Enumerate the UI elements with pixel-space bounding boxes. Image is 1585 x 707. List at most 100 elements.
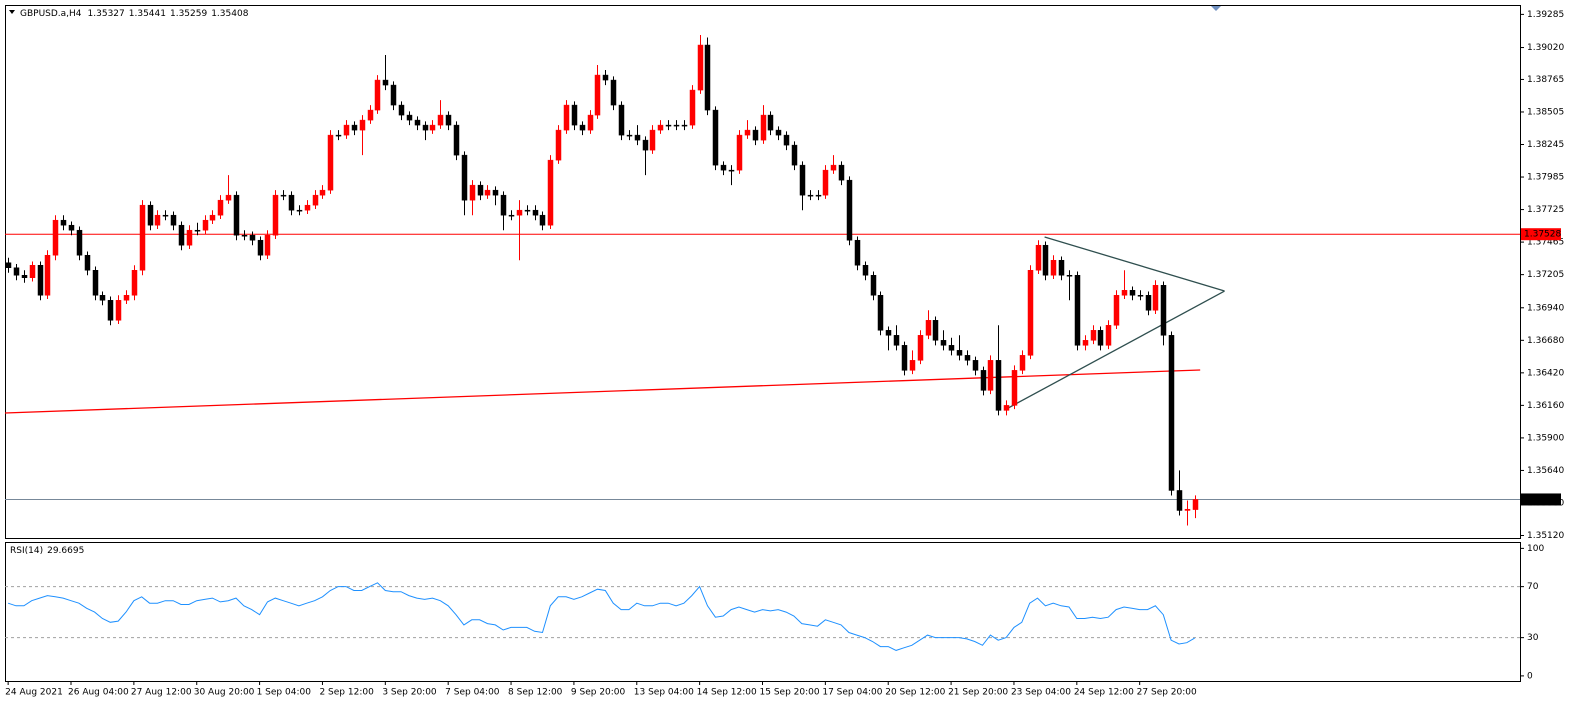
candle-body [704,44,711,111]
x-tick-label: 23 Sep 04:00 [1011,688,1071,698]
price-label-box [1521,493,1561,506]
candle-body [217,199,224,216]
candle-body [1003,405,1010,411]
candle-body [131,269,138,296]
indicator-y-tick-label: 0 [1527,671,1533,681]
x-tick-label: 21 Sep 20:00 [948,688,1008,698]
candle-body [139,204,146,271]
candle-body [901,345,908,371]
header-open: 1.35327 [88,9,125,19]
candle-body [84,254,91,271]
candle-body [838,164,845,181]
candle-body [980,370,987,391]
x-tick-label: 9 Sep 20:00 [571,688,626,698]
candle-body [830,164,837,171]
y-tick-label: 1.35900 [1527,433,1564,443]
indicator-line [7,582,1195,651]
candle-body [712,109,719,166]
candle-body [107,300,114,321]
candle-body [272,194,279,236]
header-low: 1.35259 [170,9,207,19]
candle-body [1074,275,1081,346]
candle-body [367,109,374,121]
indicator-y-tick-label: 100 [1527,544,1544,554]
candle-body [854,239,861,266]
candle-body [359,119,366,131]
candle-body [1137,295,1144,297]
header-close: 1.35408 [211,9,248,19]
candle-body [1050,259,1057,276]
price-label-box [1521,228,1561,241]
candle-body [1097,330,1104,346]
trend-line [1044,236,1225,292]
y-tick-label: 1.39020 [1527,43,1564,53]
candle-body [618,104,625,136]
candle-body [1145,295,1152,311]
candle-body [1152,285,1159,311]
indicator-y-tick-label: 30 [1527,633,1539,643]
candle-body [783,134,790,146]
y-tick-label: 1.36940 [1527,303,1564,313]
candle-body [1011,370,1018,406]
candle-body [909,360,916,371]
candle-body [1058,259,1065,276]
candle-body [37,264,44,296]
candle-body [398,104,405,116]
candle-body [422,124,429,131]
candle-body [547,159,554,226]
candle-body [280,194,287,197]
y-tick-label: 1.38505 [1527,107,1564,117]
header-high: 1.35441 [129,9,166,19]
x-tick-label: 3 Sep 20:00 [382,688,437,698]
candle-body [657,124,664,131]
indicator-panel [5,542,1521,682]
candle-body [1090,330,1097,341]
candle-body [532,209,539,216]
candle-body [453,124,460,156]
candle-body [390,84,397,106]
candle-body [987,360,994,391]
y-tick-label: 1.37985 [1527,173,1564,183]
candle-body [343,124,350,136]
candle-body [429,124,436,131]
candle-body [972,360,979,371]
candle-body [846,179,853,241]
candle-body [807,194,814,197]
x-tick-label: 7 Sep 04:00 [445,688,500,698]
candle-body [469,184,476,201]
candle-body [1176,490,1183,511]
candle-body [335,134,342,137]
candle-body [1082,340,1089,346]
candle-body [1129,290,1136,296]
x-tick-label: 27 Sep 20:00 [1137,688,1197,698]
candle-body [610,79,617,106]
candle-body [186,229,193,246]
candle-body [956,350,963,356]
trend-line [1004,290,1225,411]
candle-body [1066,275,1073,277]
candle-body [508,214,515,217]
x-tick-label: 14 Sep 12:00 [697,688,757,698]
shift-marker [1211,6,1221,11]
x-tick-label: 24 Sep 12:00 [1074,688,1134,698]
candle-body [92,269,99,296]
chart-header: GBPUSD.a,H4 1.35327 1.35441 1.35259 1.35408 [20,9,249,19]
candle-body [689,89,696,126]
x-tick-label: 17 Sep 04:00 [822,688,882,698]
candle-body [587,114,594,131]
candle-body [744,129,751,136]
menu-arrow[interactable] [9,10,15,14]
candle-body [327,134,334,191]
price-label: 1.35408 [1524,495,1561,505]
candle-body [799,164,806,196]
candle-body [202,219,209,231]
candle-body [147,204,154,226]
candle-body [76,229,83,256]
axes: 1.39285 1.39020 1.38765 1.38505 1.38245 1.379… [5,10,1564,698]
candle-body [948,345,955,351]
candle-body [736,134,743,171]
candle-body [249,234,256,241]
candle-body [170,214,177,226]
